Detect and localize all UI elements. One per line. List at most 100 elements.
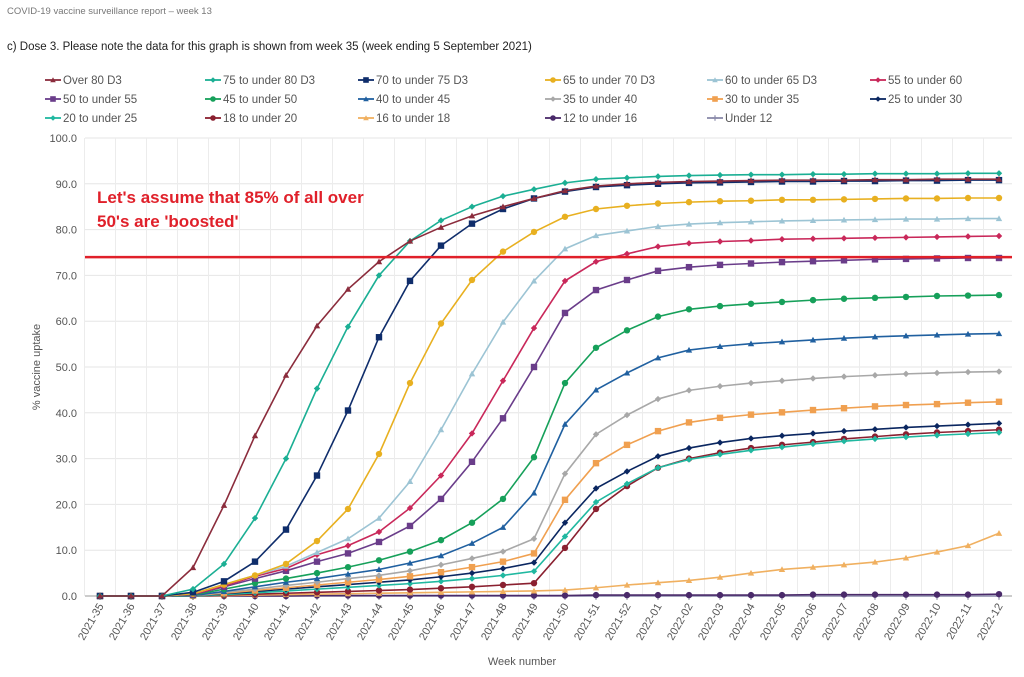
- data-point: [251, 558, 259, 565]
- x-axis-label: Week number: [488, 656, 557, 668]
- data-point: [871, 176, 879, 183]
- data-point: [437, 585, 445, 592]
- data-point: [809, 406, 817, 414]
- series-over-80-d3: [96, 176, 1003, 599]
- chart-subtitle: c) Dose 3. Please note the data for this…: [7, 41, 532, 53]
- data-point: [995, 170, 1003, 177]
- data-point: [995, 232, 1003, 240]
- data-point: [406, 237, 414, 244]
- data-point: [840, 295, 848, 302]
- data-point: [809, 563, 817, 570]
- legend-item: 30 to under 35: [707, 94, 799, 106]
- data-point: [685, 240, 693, 247]
- data-point: [902, 170, 910, 177]
- data-point: [406, 586, 414, 593]
- data-point: [685, 198, 693, 206]
- data-point: [623, 227, 631, 234]
- data-point: [437, 552, 445, 559]
- data-point: [995, 530, 1003, 536]
- data-point: [561, 519, 569, 526]
- data-point: [871, 372, 879, 379]
- data-point: [902, 293, 910, 301]
- data-point: [654, 579, 662, 586]
- data-point: [840, 235, 848, 242]
- data-point: [840, 405, 848, 412]
- data-point: [437, 242, 445, 249]
- data-point: [406, 573, 414, 580]
- data-point: [685, 577, 693, 583]
- data-point: [592, 591, 600, 599]
- data-point: [840, 257, 848, 264]
- data-point: [592, 205, 600, 213]
- data-point: [592, 485, 600, 492]
- series-45-to-under-50: [96, 291, 1003, 600]
- data-point: [251, 432, 259, 439]
- data-point: [282, 526, 290, 533]
- data-point: [50, 96, 56, 102]
- data-point: [561, 187, 569, 194]
- legend: Over 80 D3 75 to under 80 D3 70 to under 7…: [45, 75, 962, 125]
- legend-item: 50 to under 55: [45, 94, 137, 106]
- data-point: [809, 170, 817, 178]
- data-point: [654, 313, 662, 320]
- x-tick-label: 2022-07: [820, 602, 851, 643]
- data-point: [499, 572, 507, 579]
- legend-label: 65 to under 70 D3: [563, 75, 655, 87]
- data-point: [654, 354, 662, 361]
- data-point: [623, 369, 631, 376]
- legend-item: 75 to under 80 D3: [205, 75, 315, 87]
- data-point: [561, 379, 569, 387]
- data-point: [592, 286, 600, 294]
- x-tick-label: 2022-08: [851, 602, 882, 643]
- data-point: [778, 171, 786, 178]
- data-point: [654, 591, 662, 599]
- data-point: [716, 383, 724, 390]
- legend-item: 60 to under 65 D3: [707, 75, 817, 87]
- data-point: [778, 432, 786, 439]
- data-point: [871, 558, 879, 565]
- data-point: [437, 495, 445, 503]
- data-point: [685, 387, 693, 394]
- data-point: [282, 455, 290, 462]
- legend-item: 65 to under 70 D3: [545, 75, 655, 87]
- data-point: [747, 177, 755, 184]
- data-point: [716, 219, 724, 226]
- data-point: [592, 505, 600, 513]
- data-point: [592, 431, 600, 438]
- data-point: [530, 277, 538, 284]
- data-point: [778, 176, 786, 183]
- x-tick-label: 2021-45: [386, 602, 417, 643]
- x-tick-label: 2022-05: [758, 602, 789, 643]
- legend-label: 55 to under 60: [888, 75, 962, 87]
- x-tick-label: 2021-38: [169, 602, 200, 643]
- y-tick-label: 10.0: [56, 545, 77, 557]
- data-point: [712, 96, 718, 102]
- data-point: [468, 276, 476, 284]
- annotation-line1: Let's assume that 85% of all over: [97, 188, 364, 207]
- data-point: [313, 322, 321, 329]
- data-point: [778, 338, 786, 345]
- legend-item: 18 to under 20: [205, 113, 297, 125]
- data-point: [778, 566, 786, 572]
- data-point: [592, 584, 600, 591]
- data-point: [344, 542, 352, 549]
- data-point: [871, 256, 879, 263]
- x-tick-label: 2021-47: [448, 602, 479, 643]
- data-point: [964, 591, 972, 598]
- data-point: [530, 228, 538, 236]
- data-point: [592, 344, 600, 351]
- data-point: [592, 182, 600, 189]
- data-point: [499, 588, 507, 594]
- data-point: [344, 285, 352, 292]
- data-point: [747, 340, 755, 347]
- data-point: [499, 192, 507, 200]
- x-tick-label: 2021-37: [138, 602, 169, 643]
- series-line: [100, 332, 1000, 597]
- data-point: [550, 115, 556, 121]
- data-point: [933, 591, 941, 598]
- y-tick-label: 70.0: [56, 270, 77, 282]
- data-point: [933, 432, 941, 439]
- x-tick-label: 2021-35: [76, 602, 107, 643]
- series-line: [100, 235, 1000, 597]
- data-point: [809, 591, 817, 598]
